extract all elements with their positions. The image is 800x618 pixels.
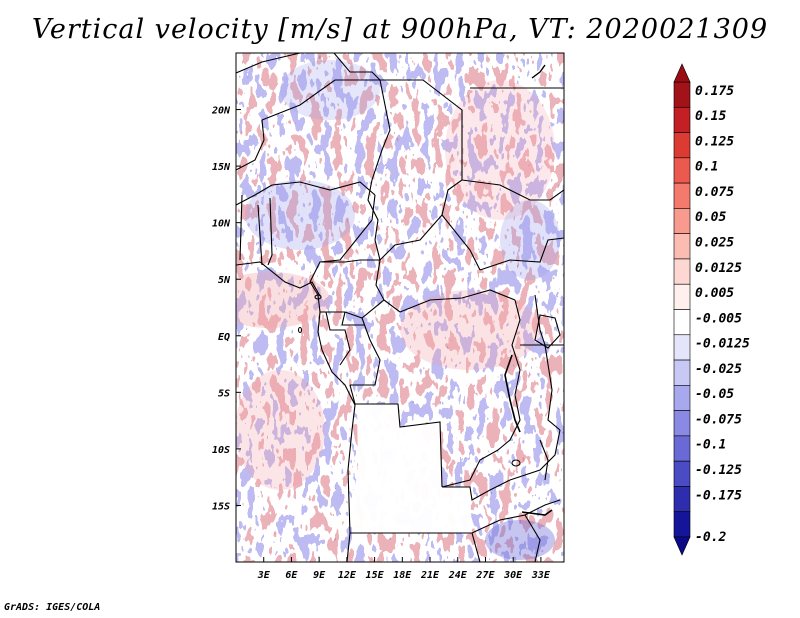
colorbar-swatch (673, 385, 691, 411)
y-tick-label: 10N (212, 219, 231, 230)
colorbar-top-arrow (673, 63, 691, 83)
x-tick-label: 12E (338, 570, 357, 581)
colorbar-label: 0.1 (695, 160, 718, 175)
colorbar-label: 0.15 (695, 109, 726, 124)
grads-credit: GrADS: IGES/COLA (4, 602, 101, 613)
colorbar-swatch (673, 233, 691, 260)
colorbar-label: -0.005 (695, 311, 742, 326)
colorbar-swatch (673, 106, 691, 133)
axis-ticks: 3E 6E 9E 12E 15E 18E 21E 24E 27E 30E 33E 20N 15N 10N 5… (211, 106, 551, 581)
colorbar-label: -0.1 (695, 438, 726, 453)
y-tick-label: 5S (218, 388, 230, 399)
colorbar-label: -0.025 (695, 362, 742, 377)
colorbar-label: -0.0125 (695, 337, 750, 352)
colorbar-label: 0.125 (695, 134, 734, 149)
y-tick-label: 15S (212, 501, 230, 512)
colorbar-label: -0.125 (695, 463, 742, 478)
colorbar-label: -0.05 (695, 387, 734, 402)
colorbar-label: 0.075 (695, 185, 734, 200)
y-tick-label: EQ (218, 332, 230, 343)
x-tick-label: 15E (366, 570, 385, 581)
x-tick-label: 27E (475, 570, 495, 581)
colorbar-swatch (673, 81, 691, 108)
colorbar-swatch (673, 283, 691, 310)
colorbar-swatch (673, 334, 691, 361)
y-tick-label: 15N (212, 162, 231, 173)
colorbar-swatch (673, 309, 691, 336)
colorbar-label: -0.175 (695, 488, 742, 503)
x-tick-label: 21E (420, 570, 440, 581)
x-tick-label: 18E (393, 570, 412, 581)
colorbar-swatch (673, 182, 691, 209)
colorbar: 0.175 0.15 0.125 0.1 0.075 0.05 0.025 0.0125 0.0… (673, 63, 750, 556)
colorbar-swatch (673, 460, 691, 487)
velocity-field (236, 53, 564, 562)
colorbar-swatch (673, 157, 691, 184)
colorbar-swatch (673, 359, 691, 386)
colorbar-label: -0.2 (695, 530, 726, 545)
colorbar-swatch (673, 435, 691, 462)
colorbar-label: 0.05 (695, 210, 726, 225)
colorbar-swatch (673, 511, 691, 538)
x-tick-label: 24E (448, 570, 468, 581)
colorbar-bottom-arrow (673, 536, 691, 556)
map-title: Vertical velocity [m/s] at 900hPa, VT: 2… (31, 14, 769, 45)
x-tick-label: 30E (503, 570, 523, 581)
colorbar-swatch (673, 258, 691, 285)
country-borders (236, 53, 564, 562)
x-tick-label: 3E (257, 570, 271, 581)
x-tick-label: 6E (285, 570, 298, 581)
colorbar-label: 0.175 (695, 84, 734, 99)
x-tick-label: 9E (313, 570, 326, 581)
colorbar-swatch (673, 208, 691, 234)
colorbar-label: 0.025 (695, 236, 734, 251)
colorbar-label: 0.0125 (695, 261, 742, 276)
colorbar-label: -0.075 (695, 412, 742, 427)
colorbar-label: 0.005 (695, 286, 734, 301)
colorbar-swatch (673, 132, 691, 159)
x-tick-label: 33E (531, 570, 551, 581)
plot-frame (235, 52, 565, 563)
y-tick-label: 5N (218, 275, 231, 286)
y-tick-label: 10S (212, 445, 230, 456)
y-tick-label: 20N (211, 106, 231, 117)
colorbar-swatch (673, 410, 691, 437)
colorbar-swatch (673, 486, 691, 513)
